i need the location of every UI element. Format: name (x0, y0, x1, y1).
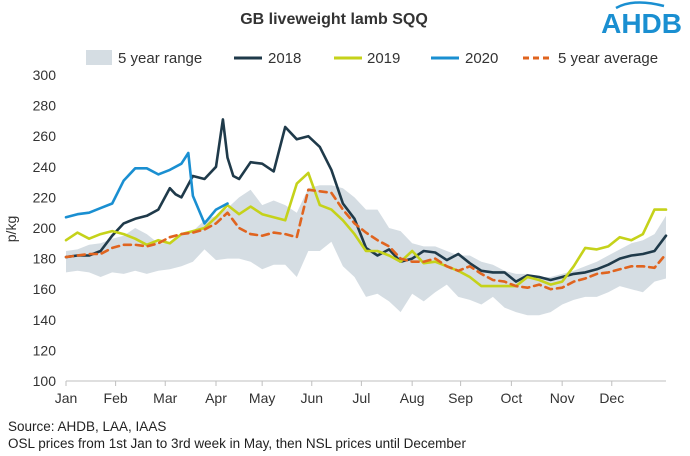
x-tick-label: May (249, 390, 275, 406)
chart-title: GB liveweight lamb SQQ (240, 11, 428, 28)
x-tick-label: Aug (400, 390, 425, 406)
x-tick-label: Nov (550, 390, 575, 406)
source-notes: Source: AHDB, LAA, IAAS OSL prices from … (8, 418, 466, 452)
y-tick-label: 240 (33, 159, 57, 175)
x-tick-label: Jan (55, 390, 78, 406)
legend-2020-label: 2020 (465, 50, 498, 67)
y-tick-label: 120 (33, 342, 57, 358)
plot-area: 100 120 140 160 180 200 220 240 260 280 300 Jan Feb M… (33, 67, 668, 406)
y-tick-label: 200 (33, 220, 57, 236)
series-line-5-year-average (64, 188, 668, 291)
y-tick-label: 300 (33, 67, 57, 83)
x-tick-label: Sep (448, 390, 473, 406)
legend-range-swatch (86, 50, 112, 65)
legend-2019-label: 2019 (367, 50, 400, 67)
series-line-2019 (64, 171, 668, 288)
y-tick-label: 140 (33, 312, 57, 328)
note-line: OSL prices from 1st Jan to 3rd week in M… (8, 436, 466, 451)
x-tick-label: Feb (104, 390, 128, 406)
ahdb-logo: AHDB (601, 8, 682, 39)
x-tick-label: Jul (352, 390, 370, 406)
legend-2018-label: 2018 (268, 50, 301, 67)
x-tick-label: Mar (153, 390, 177, 406)
series-line-2018 (64, 118, 668, 283)
x-tick-label: Jun (300, 390, 323, 406)
series-line-2020 (64, 151, 229, 225)
y-tick-label: 180 (33, 251, 57, 267)
y-tick-label: 260 (33, 128, 57, 144)
y-tick-label: 160 (33, 281, 57, 297)
source-line: Source: AHDB, LAA, IAAS (8, 419, 167, 434)
legend-average-label: 5 year average (558, 50, 658, 67)
y-tick-label: 220 (33, 189, 57, 205)
legend-range-label: 5 year range (118, 50, 202, 67)
legend: 5 year range 2018 2019 2020 5 year avera… (86, 50, 658, 67)
y-tick-label: 280 (33, 98, 57, 114)
y-axis-label: p/kg (3, 216, 19, 242)
y-tick-label: 100 (33, 373, 57, 389)
x-tick-label: Oct (500, 390, 522, 406)
x-tick-label: Apr (205, 390, 227, 406)
x-tick-label: Dec (599, 390, 624, 406)
